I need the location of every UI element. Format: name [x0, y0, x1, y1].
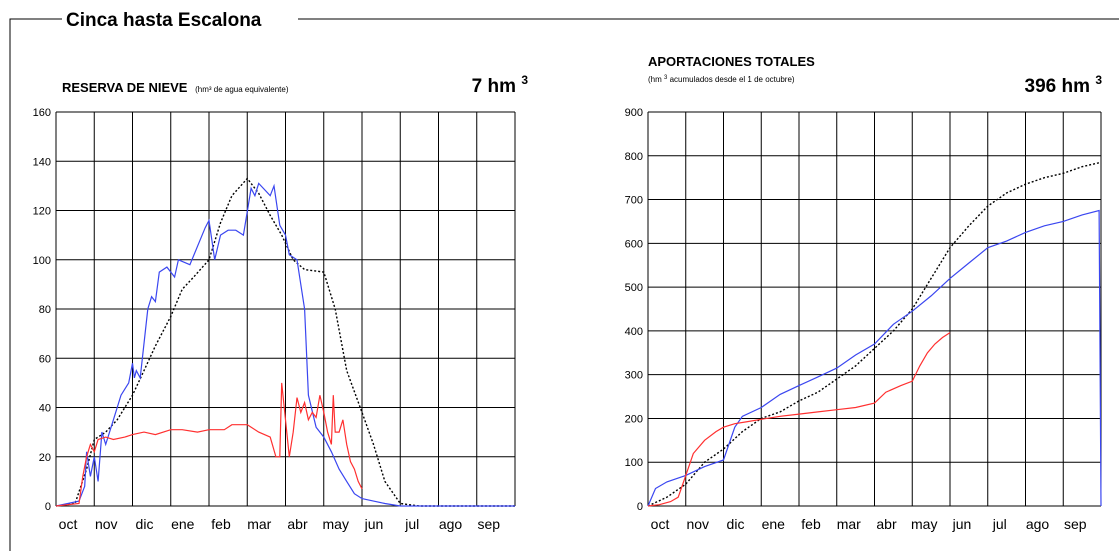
y-tick-label: 400 [625, 326, 643, 338]
y-tick-label: 200 [625, 413, 643, 425]
x-tick-label: ene [762, 516, 786, 532]
x-tick-label: feb [211, 516, 231, 532]
y-tick-label: 80 [39, 304, 51, 316]
y-tick-label: 600 [625, 238, 643, 250]
y-tick-label: 40 [39, 403, 51, 415]
left-chart-header: RESERVA DE NIEVE (hm³ de agua equivalent… [62, 73, 528, 97]
x-tick-label: oct [651, 516, 670, 532]
series-line-0 [55, 177, 515, 507]
x-tick-label: oct [59, 516, 78, 532]
right-chart-value-exp: 3 [1095, 73, 1102, 87]
y-tick-label: 160 [33, 107, 51, 119]
x-tick-label: jun [364, 516, 384, 532]
svg-text:7 hm 3: 7 hm 3 [472, 73, 529, 97]
x-tick-label: jun [952, 516, 972, 532]
x-tick-label: mar [247, 516, 271, 532]
x-tick-label: sep [1064, 516, 1087, 532]
series-line-1 [647, 209, 1102, 507]
y-tick-label: 100 [33, 255, 51, 267]
y-tick-label: 800 [625, 151, 643, 163]
page-title: Cinca hasta Escalona [66, 10, 262, 31]
y-tick-label: 700 [625, 195, 643, 207]
x-tick-label: ene [171, 516, 195, 532]
right-chart-subtitle-a: (hm [648, 75, 662, 84]
y-tick-label: 900 [625, 107, 643, 119]
left-chart-value: 7 hm [472, 76, 516, 97]
x-tick-label: jul [404, 516, 419, 532]
y-tick-label: 300 [625, 370, 643, 382]
series-line-0 [647, 161, 1102, 507]
x-tick-label: may [323, 516, 349, 532]
y-tick-label: 500 [625, 282, 643, 294]
y-tick-label: 140 [33, 156, 51, 168]
x-tick-label: abr [287, 516, 308, 532]
right-chart: 0 100 200 300 400 500 600 700 800 900 oct nov dic ene… [625, 107, 1102, 532]
y-tick-label: 20 [39, 452, 51, 464]
x-tick-label: mar [837, 516, 861, 532]
svg-text:396 hm 3: 396 hm 3 [1025, 73, 1103, 97]
svg-text:RESERVA DE NIEVE (hm³ de: RESERVA DE NIEVE (hm³ de agua equivalent… [62, 80, 289, 95]
series-line-2 [55, 382, 363, 507]
x-tick-label: feb [801, 516, 821, 532]
x-tick-label: nov [686, 516, 709, 532]
frame-border [9, 18, 1119, 551]
svg-text:(hm 3 acumulados: (hm 3 acumulados desde el 1 de octubre) [648, 72, 795, 84]
y-tick-label: 0 [637, 501, 643, 513]
x-tick-label: ago [1026, 516, 1050, 532]
left-chart-title: RESERVA DE NIEVE [62, 80, 188, 95]
right-chart-title: APORTACIONES TOTALES [648, 54, 815, 69]
right-chart-header: APORTACIONES TOTALES (hm 3 acumulados de… [648, 54, 1102, 97]
left-chart-value-exp: 3 [521, 73, 528, 87]
x-tick-label: may [911, 516, 937, 532]
x-tick-label: jul [992, 516, 1007, 532]
y-tick-label: 120 [33, 206, 51, 218]
series-line-2 [647, 332, 951, 507]
x-tick-label: abr [876, 516, 897, 532]
x-tick-label: dic [136, 516, 154, 532]
right-chart-subtitle-b: acumulados desde el 1 de octubre) [670, 75, 795, 84]
y-tick-label: 100 [625, 457, 643, 469]
series-line-1 [55, 182, 515, 507]
y-tick-label: 0 [45, 501, 51, 513]
x-tick-label: sep [477, 516, 500, 532]
x-tick-label: dic [727, 516, 745, 532]
y-tick-label: 60 [39, 353, 51, 365]
right-chart-value: 396 hm [1025, 76, 1090, 97]
x-tick-label: nov [95, 516, 118, 532]
x-tick-label: ago [439, 516, 463, 532]
left-chart-subtitle: (hm³ de agua equivalente) [195, 85, 289, 94]
right-chart-subtitle-sup: 3 [664, 75, 668, 81]
